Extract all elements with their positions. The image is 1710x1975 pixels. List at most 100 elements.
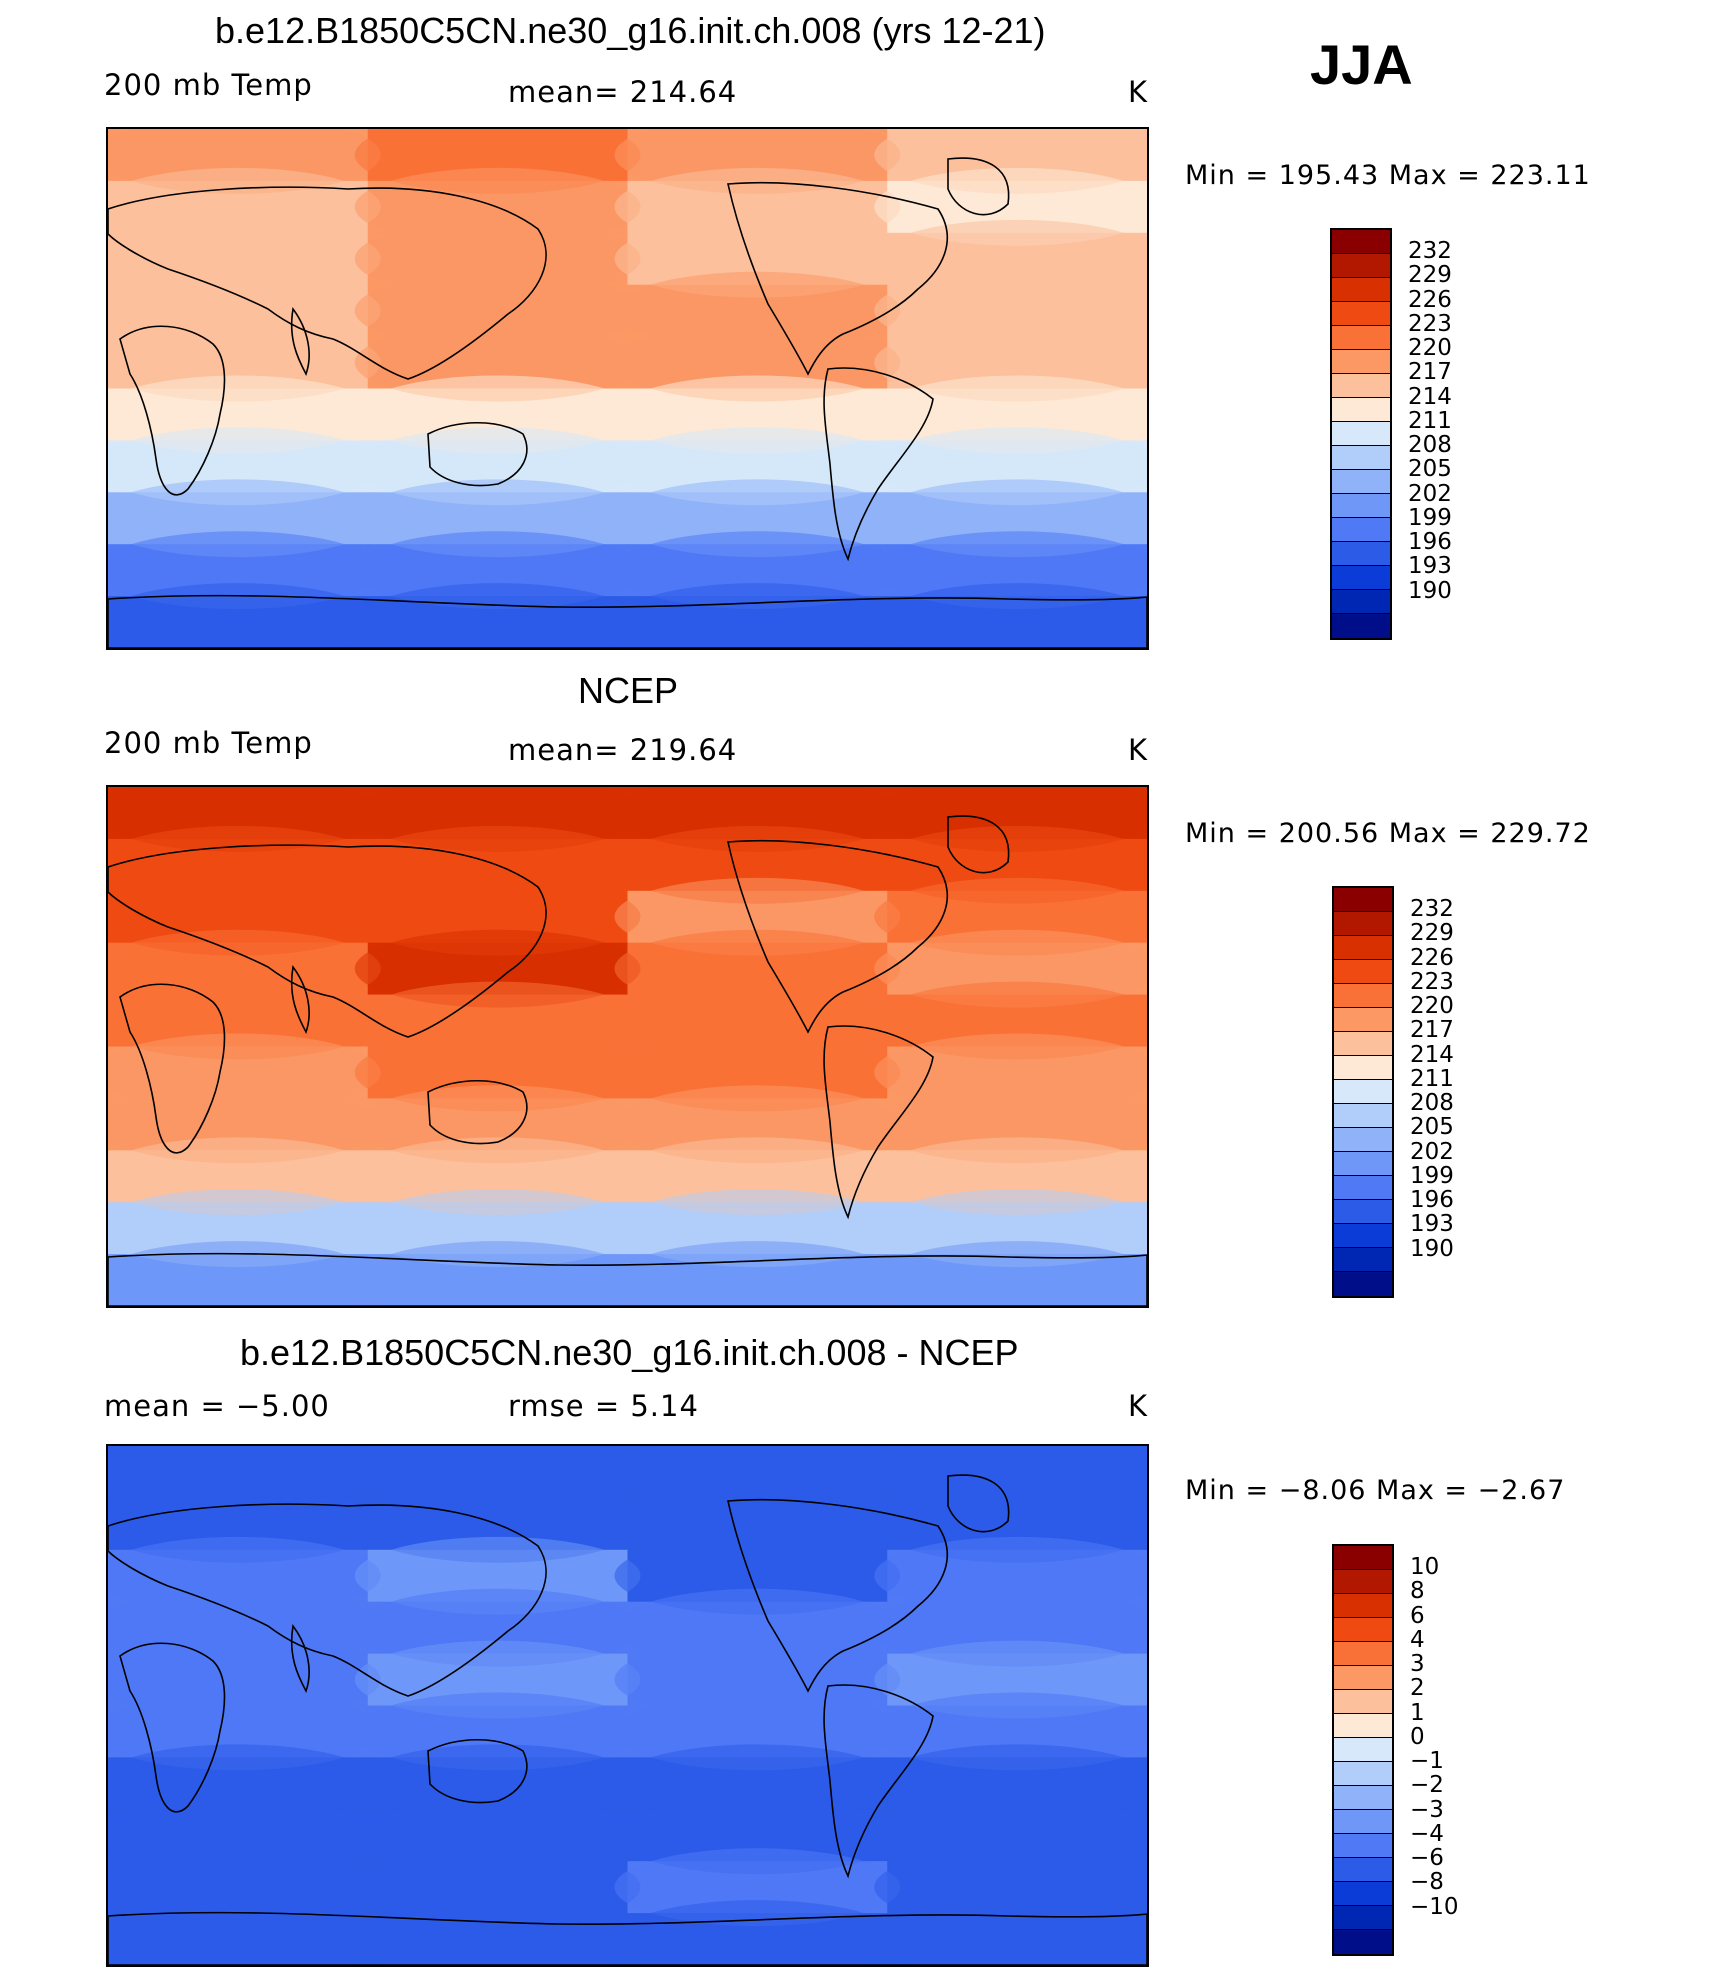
colorbar-tick-label: 220 <box>1408 335 1452 362</box>
panel-diff-minmax: Min = −8.06 Max = −2.67 <box>1185 1475 1566 1506</box>
colorbar-swatch <box>1334 912 1392 936</box>
colorbar-tick-label: 226 <box>1410 944 1454 971</box>
colorbar-tick-label: 190 <box>1410 1235 1454 1262</box>
panel-diff-rmse: rmse = 5.14 <box>508 1389 699 1423</box>
colorbar-tick-label: 232 <box>1410 896 1454 923</box>
coastline <box>823 1025 934 1220</box>
colorbar-swatch <box>1332 470 1390 494</box>
colorbar-swatch <box>1332 542 1390 566</box>
colorbar-tick-label: −6 <box>1410 1845 1444 1872</box>
colorbar-swatch <box>1334 888 1392 912</box>
colorbar-swatch <box>1332 518 1390 542</box>
panel-obs-colorbar <box>1332 886 1394 1298</box>
colorbar-tick-label: 199 <box>1410 1162 1454 1189</box>
colorbar-tick-label: 214 <box>1408 383 1452 410</box>
colorbar-tick-label: 217 <box>1408 359 1452 386</box>
panel-obs-minmax: Min = 200.56 Max = 229.72 <box>1185 818 1591 849</box>
colorbar-swatch <box>1334 1008 1392 1032</box>
colorbar-tick-label: −10 <box>1410 1893 1459 1920</box>
colorbar-tick-label: 202 <box>1408 480 1452 507</box>
field-blob <box>108 1900 381 1965</box>
colorbar-tick-label: 193 <box>1410 1211 1454 1238</box>
colorbar-tick-label: 193 <box>1408 553 1452 580</box>
colorbar-swatch <box>1332 254 1390 278</box>
field-blob <box>614 1900 901 1965</box>
colorbar-tick-label: 196 <box>1410 1187 1454 1214</box>
colorbar-swatch <box>1332 566 1390 590</box>
panel-diff-map <box>106 1444 1149 1967</box>
colorbar-tick-label: 0 <box>1410 1723 1425 1750</box>
panel-obs-map <box>106 785 1149 1308</box>
colorbar-tick-label: 208 <box>1408 432 1452 459</box>
coastline <box>727 181 948 376</box>
panel-model-mean: mean= 214.64 <box>508 75 738 109</box>
colorbar-swatch <box>1334 1618 1392 1642</box>
coastline <box>427 422 528 487</box>
colorbar-swatch <box>1332 302 1390 326</box>
panel-model-variable: 200 mb Temp <box>104 68 313 102</box>
season-label: JJA <box>1310 33 1413 96</box>
colorbar-swatch <box>1334 960 1392 984</box>
field-blob <box>614 583 901 648</box>
colorbar-tick-label: 208 <box>1410 1090 1454 1117</box>
colorbar-tick-label: 2 <box>1410 1675 1425 1702</box>
colorbar-swatch <box>1332 326 1390 350</box>
panel-obs-units: K <box>1128 733 1149 767</box>
colorbar-swatch <box>1332 350 1390 374</box>
colorbar-swatch <box>1334 1714 1392 1738</box>
coastline <box>119 325 226 496</box>
coastline <box>119 1642 226 1813</box>
colorbar-swatch <box>1334 1546 1392 1570</box>
panel-diff-colorbar <box>1332 1544 1394 1956</box>
colorbar-tick-label: −8 <box>1410 1869 1444 1896</box>
field-blob <box>108 1241 381 1306</box>
coastline <box>427 1739 528 1804</box>
colorbar-tick-label: 10 <box>1410 1554 1440 1581</box>
colorbar-swatch <box>1332 422 1390 446</box>
colorbar-swatch <box>1334 1056 1392 1080</box>
panel-obs-field <box>108 787 1147 1306</box>
panel-diff-units: K <box>1128 1389 1149 1423</box>
colorbar-tick-label: 211 <box>1410 1065 1454 1092</box>
colorbar-tick-label: 3 <box>1410 1651 1425 1678</box>
panel-model-title: b.e12.B1850C5CN.ne30_g16.init.ch.008 (yr… <box>215 10 1046 51</box>
colorbar-tick-label: 205 <box>1408 456 1452 483</box>
colorbar-tick-label: 232 <box>1408 238 1452 265</box>
colorbar-swatch <box>1332 230 1390 254</box>
colorbar-swatch <box>1334 1200 1392 1224</box>
colorbar-swatch <box>1332 278 1390 302</box>
colorbar-swatch <box>1334 984 1392 1008</box>
colorbar-tick-label: −3 <box>1410 1796 1444 1823</box>
colorbar-swatch <box>1334 936 1392 960</box>
colorbar-tick-label: −4 <box>1410 1820 1444 1847</box>
coastline <box>427 1080 528 1145</box>
colorbar-swatch <box>1334 1858 1392 1882</box>
colorbar-swatch <box>1334 1104 1392 1128</box>
colorbar-swatch <box>1334 1906 1392 1930</box>
coastline <box>823 1684 934 1879</box>
panel-diff-title: b.e12.B1850C5CN.ne30_g16.init.ch.008 - N… <box>240 1332 1019 1373</box>
field-blob <box>354 583 641 648</box>
colorbar-tick-label: 6 <box>1410 1602 1425 1629</box>
panel-diff-mean: mean = −5.00 <box>104 1389 330 1423</box>
panel-model-field <box>108 129 1147 648</box>
coastline <box>947 157 1010 216</box>
colorbar-swatch <box>1332 374 1390 398</box>
colorbar-swatch <box>1334 1762 1392 1786</box>
colorbar-tick-label: 220 <box>1410 993 1454 1020</box>
colorbar-swatch <box>1334 1080 1392 1104</box>
colorbar-tick-label: 202 <box>1410 1138 1454 1165</box>
colorbar-tick-label: 226 <box>1408 286 1452 313</box>
colorbar-swatch <box>1334 1690 1392 1714</box>
colorbar-swatch <box>1334 1570 1392 1594</box>
colorbar-swatch <box>1334 1810 1392 1834</box>
colorbar-swatch <box>1332 446 1390 470</box>
colorbar-swatch <box>1334 1128 1392 1152</box>
coastline <box>108 1252 1147 1306</box>
colorbar-tick-label: 214 <box>1410 1041 1454 1068</box>
coastline <box>108 594 1147 648</box>
panel-model-map <box>106 127 1149 650</box>
panel-obs-variable: 200 mb Temp <box>104 726 313 760</box>
colorbar-swatch <box>1334 1176 1392 1200</box>
coastline <box>947 1474 1010 1533</box>
